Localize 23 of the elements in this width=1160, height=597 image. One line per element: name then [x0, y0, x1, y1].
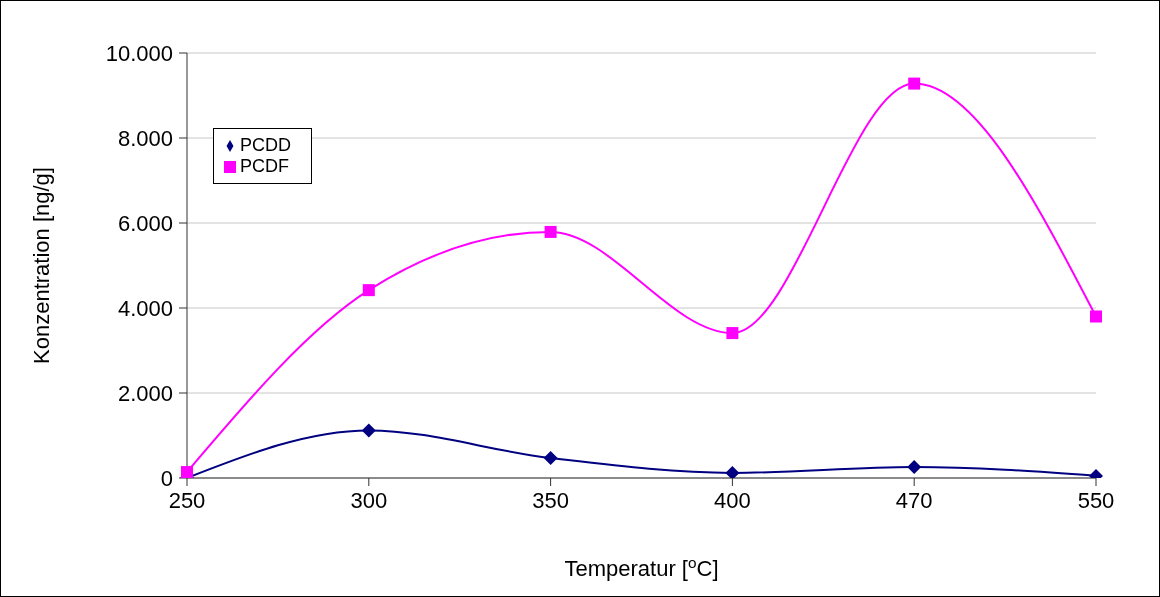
y-tick-label: 8.000 [117, 125, 173, 151]
y-axis-title: Konzentration [ng/g] [28, 167, 54, 364]
point [907, 459, 922, 474]
x-tick-label: 350 [532, 487, 569, 513]
point [908, 77, 921, 90]
x-tick-label: 400 [714, 487, 751, 513]
y-tick-label: 4.000 [117, 295, 173, 321]
y-tick-label: 2.000 [117, 380, 173, 406]
x-tick-label: 470 [895, 487, 933, 513]
point [544, 225, 557, 238]
y-tick-label: 6.000 [117, 210, 173, 236]
point [361, 423, 376, 438]
point [543, 451, 558, 466]
legend-label: PCDD [240, 135, 292, 155]
x-tick-label: 550 [1077, 487, 1115, 513]
y-tick-label: 10.000 [105, 40, 173, 66]
point [1090, 310, 1102, 323]
x-tick-label: 300 [350, 487, 388, 513]
x-axis-title: Temperatur [$^{o}$C] [564, 553, 719, 581]
point [362, 284, 375, 297]
legend-label: PCDF [240, 156, 289, 176]
point [726, 327, 739, 340]
point [725, 465, 740, 478]
